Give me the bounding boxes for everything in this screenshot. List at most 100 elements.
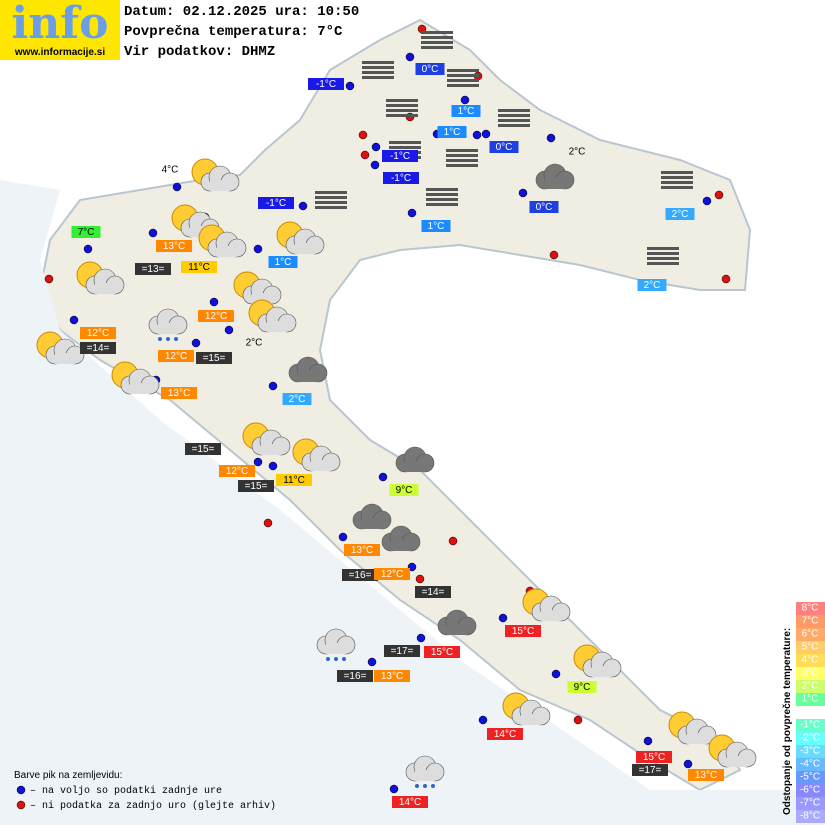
station-dot	[172, 182, 182, 192]
scale-box	[796, 680, 825, 693]
scale-label: 5°C	[802, 642, 819, 653]
scale-label: -3°C	[800, 746, 820, 757]
station-dot	[298, 201, 308, 211]
station-label-box	[80, 327, 116, 339]
logo-url[interactable]: www.informacije.si	[14, 47, 105, 58]
station-label: =14=	[87, 343, 110, 354]
fog-bar	[426, 198, 458, 201]
station-dot	[69, 315, 79, 325]
rain-drop	[342, 657, 346, 661]
scale-box	[796, 732, 825, 745]
station-label-box	[567, 681, 597, 693]
station-label-box	[637, 279, 667, 291]
fog-bar	[661, 171, 693, 174]
station-dot	[460, 95, 470, 105]
scale-box	[796, 667, 825, 680]
station-label: 2°C	[644, 280, 661, 291]
rain-drop	[174, 337, 178, 341]
station-label: =14=	[422, 587, 445, 598]
station-label: 14°C	[399, 797, 421, 808]
station-label: 11°C	[188, 262, 210, 273]
station-label-box	[276, 474, 312, 486]
station-label: 15°C	[431, 647, 453, 658]
station-dot	[549, 250, 559, 260]
cloud-icon	[288, 356, 328, 383]
scale-box	[796, 810, 825, 823]
scale-box	[796, 693, 825, 706]
fog-bar	[498, 114, 530, 117]
station-label-box	[258, 197, 294, 209]
station-label-box	[158, 350, 194, 362]
scale-box	[796, 615, 825, 628]
station-dot	[481, 129, 491, 139]
cloud-icon	[251, 429, 291, 456]
station-label: =16=	[344, 671, 367, 682]
cloud-part	[447, 624, 467, 635]
cloud-icon	[511, 699, 551, 726]
station-label: 9°C	[396, 485, 413, 496]
header-line: Vir podatkov: DHMZ	[124, 44, 275, 60]
station-label-box	[389, 484, 419, 496]
logo-box	[0, 0, 120, 60]
scale-box	[796, 628, 825, 641]
scale-label: -8°C	[800, 811, 820, 822]
fog-bar	[446, 159, 478, 162]
station-label-box	[156, 240, 192, 252]
cloud-icon	[717, 741, 757, 768]
station-label-box	[185, 443, 221, 455]
scale-title: Odstopanje od povprečne temperature:	[782, 628, 793, 815]
station-label: -1°C	[390, 151, 410, 162]
station-dot	[378, 472, 388, 482]
fog-bar	[362, 71, 394, 74]
station-dot	[546, 133, 556, 143]
station-dot	[83, 244, 93, 254]
station-label-box	[489, 141, 519, 153]
station-label: 13°C	[695, 770, 717, 781]
fog-bar	[386, 104, 418, 107]
station-label: 2°C	[672, 209, 689, 220]
station-label-box	[374, 670, 410, 682]
legend-item: – ni podatka za zadnjo uro (glejte arhiv…	[30, 800, 276, 812]
cloud-part	[130, 383, 150, 394]
fog-bar	[315, 196, 347, 199]
cloud-part	[55, 353, 75, 364]
station-label-box	[337, 670, 373, 682]
station-label-box	[342, 569, 378, 581]
station-label: 2°C	[569, 147, 586, 158]
rain-drop	[326, 657, 330, 661]
fog-bar	[498, 119, 530, 122]
cloud-icon	[285, 228, 325, 255]
station-label-box	[161, 387, 197, 399]
fog-bar	[446, 149, 478, 152]
cloud-icon	[148, 308, 188, 335]
station-label-box	[529, 201, 559, 213]
station-label-box	[505, 625, 541, 637]
fog-bar	[661, 176, 693, 179]
station-label-box	[688, 769, 724, 781]
logo: info	[12, 0, 109, 49]
cloud-part	[541, 610, 561, 621]
scale-box	[796, 758, 825, 771]
fog-bar	[426, 188, 458, 191]
cloud-icon	[257, 306, 297, 333]
rain-drop	[431, 784, 435, 788]
station-label-box	[344, 544, 380, 556]
cloud-part	[217, 246, 237, 257]
fog-bar	[647, 247, 679, 250]
station-label: -1°C	[391, 173, 411, 184]
station-dot	[224, 325, 234, 335]
cloud-part	[727, 756, 747, 767]
fog-bar	[498, 124, 530, 127]
station-label-box	[198, 310, 234, 322]
scale-box	[796, 784, 825, 797]
station-label: 0°C	[496, 142, 513, 153]
fog-bar	[386, 109, 418, 112]
fog-bar	[315, 191, 347, 194]
cloud-part	[521, 714, 541, 725]
cloud-part	[326, 643, 346, 654]
cloud-icon	[535, 163, 575, 190]
scale-label: 6°C	[802, 629, 819, 640]
station-dot	[643, 736, 653, 746]
station-label: 12°C	[381, 569, 403, 580]
